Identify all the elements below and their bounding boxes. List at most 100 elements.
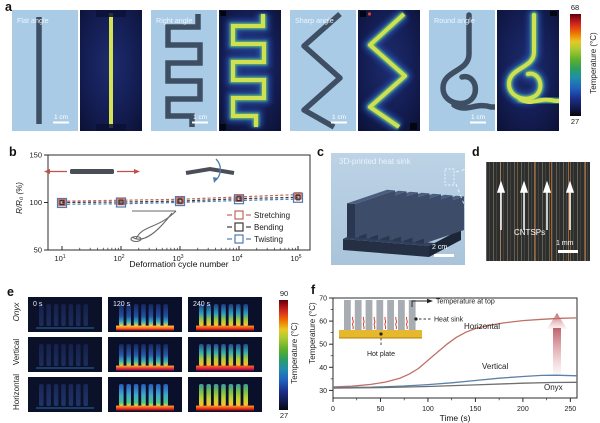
sharp-thermal-drawing (358, 10, 420, 131)
scale-bar-label: 1 cm (54, 114, 68, 121)
thermal-cell (108, 337, 182, 372)
svg-text:30: 30 (319, 388, 327, 395)
scale-bar (192, 121, 208, 124)
scale-bar-label: 1 cm (193, 114, 207, 121)
thermal-cell (188, 297, 262, 332)
thermal-cell (28, 377, 102, 412)
panel-a-pair-sharp: Sharp angle 1 cm (290, 10, 420, 131)
scale-bar (331, 121, 347, 124)
arrow-head-icon (427, 298, 433, 304)
sharp-pattern-drawing: Sharp angle 1 cm (295, 11, 347, 130)
svg-text:40: 40 (319, 365, 327, 372)
hot-plate-marker-dot (379, 332, 383, 336)
cntsp-micrograph: CNTSPs 1 mm (486, 162, 590, 261)
heat-sink-drawing (343, 168, 464, 257)
flat-pattern-drawing: Flat angle 1 cm (17, 16, 69, 124)
zoom-region-box (444, 168, 455, 186)
panel-d-label: d (472, 145, 480, 159)
resistance-cycles-chart: 50 100 150 101 102 103 104 105 Stretching Bending… (29, 151, 311, 269)
svg-text:150: 150 (29, 151, 42, 160)
sample-photo-right: Right angle 1 cm (151, 10, 217, 131)
thermal-image-flat (80, 10, 142, 131)
svg-text:250: 250 (565, 406, 577, 413)
curve-label-horizontal: Horizontal (464, 322, 501, 331)
svg-text:60: 60 (319, 319, 327, 326)
panel-a-pair-flat: Flat angle 1 cm (12, 10, 142, 131)
temperature-colorbar-e (279, 300, 288, 410)
panel-b-illustrations (44, 158, 235, 243)
right-pattern-drawing: Right angle 1 cm (156, 14, 208, 127)
temperature-rise-arrow-icon (547, 313, 567, 374)
heat-flux-squiggles (352, 316, 408, 330)
svg-text:102: 102 (113, 254, 124, 263)
panel-f-label: f (311, 283, 316, 297)
curve-label-onyx: Onyx (544, 383, 563, 392)
panel-b: 50 100 150 101 102 103 104 105 Stretching Bending… (8, 145, 315, 278)
bending-illustration (185, 158, 235, 183)
heat-sink-title: 3D-printed heat sink (339, 157, 411, 166)
panel-c-label: c (317, 145, 324, 159)
colorbar-a-title: Temperature (°C) (589, 32, 598, 94)
chart-f-ylabel: Temperature (°C) (308, 302, 317, 364)
heat-sink-photo: 3D-printed heat sink 2 cm (331, 153, 465, 265)
svg-text:104: 104 (231, 254, 242, 263)
scale-bar-label: 1 cm (332, 114, 346, 121)
svg-text:105: 105 (290, 254, 301, 263)
sample-photo-flat: Flat angle 1 cm (12, 10, 78, 131)
colorbar-a-max: 68 (570, 3, 580, 12)
sample-photo-round: Round angle 1 cm (429, 10, 495, 131)
scale-bar (558, 250, 578, 253)
svg-text:Twisting: Twisting (254, 235, 283, 244)
twisting-illustration (130, 210, 177, 243)
svg-text:0: 0 (331, 406, 335, 413)
sample-title: Right angle (156, 16, 192, 25)
stretching-illustration (44, 169, 140, 174)
colorbar-e-max: 90 (279, 289, 289, 298)
scale-bar (53, 121, 69, 124)
curve-label-vertical: Vertical (482, 362, 509, 371)
sample-photo-sharp: Sharp angle 1 cm (290, 10, 356, 131)
scale-bar-label: 1 cm (471, 114, 485, 121)
colorbar-e-title: Temperature (°C) (290, 322, 299, 384)
scale-bar (470, 121, 486, 124)
panel-e-label: e (7, 285, 14, 299)
thermal-cell (108, 377, 182, 412)
flat-thermal-drawing (80, 10, 142, 131)
thermal-cell (28, 337, 102, 372)
svg-text:50: 50 (319, 342, 327, 349)
thermal-cell (28, 297, 102, 332)
thermal-cell (188, 337, 262, 372)
colorbar-e-min: 27 (279, 411, 289, 420)
svg-text:103: 103 (172, 254, 183, 263)
svg-text:Stretching: Stretching (254, 211, 290, 220)
scale-bar-label: 1 mm (556, 240, 574, 247)
hot-plate-callout: Hot plate (367, 351, 395, 358)
panel-a-pair-right: Right angle 1 cm (151, 10, 281, 131)
round-thermal-drawing (497, 10, 559, 131)
alignment-arrows (496, 180, 575, 230)
svg-text:Time (s): Time (s) (440, 413, 471, 423)
heat-sink-callout: Heat sink (434, 317, 464, 324)
panel-b-label: b (9, 145, 17, 159)
temperature-colorbar-a (570, 14, 581, 116)
round-pattern-drawing: Round angle 1 cm (434, 12, 495, 124)
svg-text:Bending: Bending (254, 223, 283, 232)
temperature-time-chart: 30 40 50 60 70 0 50 100 150 200 250 Time (s) (319, 296, 578, 423)
thermal-image-sharp (358, 10, 420, 131)
time-label-0s: 0 s (33, 301, 43, 308)
scale-bar (434, 254, 454, 257)
thermal-cell (108, 297, 182, 332)
svg-text:50: 50 (34, 246, 42, 255)
panel-e: Onyx Vertical Horizontal 0 s 120 s 240 s… (0, 283, 312, 423)
heat-sink-marker-dot (414, 317, 418, 321)
svg-text:150: 150 (470, 406, 482, 413)
panel-a-pair-round: Round angle 1 cm (429, 10, 559, 131)
zoom-connector-lines (455, 162, 487, 261)
svg-text:100: 100 (29, 198, 42, 207)
svg-text:101: 101 (54, 254, 65, 263)
panel-a-label: a (5, 0, 12, 14)
scale-bar-label: 2 cm (432, 244, 448, 251)
svg-text:Deformation cycle number: Deformation cycle number (129, 259, 228, 269)
thermal-image-round (497, 10, 559, 131)
